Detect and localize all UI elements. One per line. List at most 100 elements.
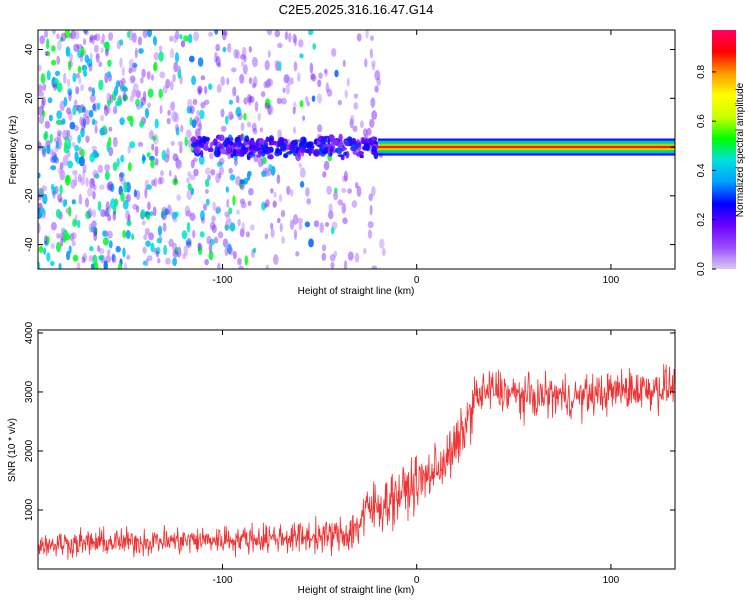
x-tick-label: 100	[603, 275, 620, 286]
spectrogram-noise-blob	[103, 128, 108, 135]
spectrogram-noise-blob	[198, 122, 203, 131]
spectrogram-noise-blob	[94, 44, 99, 53]
spectrogram-noise-blob	[74, 30, 80, 40]
spectrogram-noise-blob	[353, 102, 359, 110]
spectrogram-noise-blob	[143, 234, 148, 241]
spectrogram-noise-blob	[226, 243, 232, 255]
spectrogram-noise-blob	[284, 31, 289, 41]
spectrogram-noise-blob	[212, 201, 217, 211]
spectrogram-noise-blob	[364, 58, 368, 68]
spectrogram-noise-blob	[175, 157, 181, 169]
spectrogram-noise-blob	[88, 109, 94, 118]
spectrogram-noise-blob	[243, 177, 249, 185]
spectrogram-noise-blob	[119, 57, 123, 68]
spectrogram-signal-blob	[290, 140, 297, 147]
spectrogram-noise-blob	[142, 246, 147, 254]
spectrogram-noise-blob	[93, 262, 99, 269]
spectrogram-noise-blob	[175, 126, 180, 136]
spectrogram-noise-blob	[220, 125, 227, 132]
spectrogram-noise-blob	[204, 85, 208, 95]
spectrogram-noise-blob	[108, 126, 113, 132]
spectrogram-noise-blob	[56, 110, 63, 119]
spectrogram-noise-blob	[97, 200, 102, 212]
spectrogram-noise-blob	[106, 182, 111, 191]
spectrogram-noise-blob	[122, 200, 129, 210]
spectrogram-noise-blob	[222, 46, 227, 53]
spectrogram-noise-blob	[172, 257, 178, 267]
spectrogram-noise-blob	[197, 85, 203, 93]
spectrogram-noise-blob	[63, 96, 68, 107]
spectrogram-noise-blob	[82, 163, 87, 174]
snr-y-axis-label: SNR (10 * v/v)	[7, 418, 18, 482]
spectrogram-noise-blob	[68, 60, 72, 71]
spectrogram-noise-blob	[72, 169, 78, 176]
spectrogram-noise-blob	[50, 242, 56, 250]
spectrogram-noise-blob	[349, 118, 354, 129]
spectrogram-noise-blob	[71, 141, 76, 148]
spectrogram-noise-blob	[94, 33, 101, 42]
spectrogram-noise-blob	[43, 247, 47, 255]
spectrogram-noise-blob	[119, 117, 125, 126]
spectrogram-noise-blob	[113, 106, 118, 115]
spectrogram-noise-blob	[171, 211, 178, 220]
spectrogram-noise-blob	[298, 39, 304, 48]
spectrogram-noise-blob	[158, 51, 164, 62]
spectrogram-noise-blob	[51, 155, 58, 162]
spectrogram-noise-blob	[333, 250, 338, 258]
spectrogram-noise-blob	[326, 185, 332, 195]
y-tick-label: 2000	[24, 439, 35, 462]
spectrogram-noise-blob	[64, 174, 71, 186]
y-tick-label: 3000	[24, 380, 35, 403]
spectrogram-noise-blob	[365, 30, 369, 39]
spectrogram-y-ticks: -40 -20 0 20 40	[24, 44, 675, 252]
spectrogram-noise-blob	[56, 40, 62, 51]
spectrogram-noise-blob	[128, 58, 134, 69]
spectrogram-noise-blob	[72, 72, 77, 83]
spectrogram-signal-blob	[232, 148, 237, 157]
spectrogram-signal-blob	[268, 135, 274, 143]
spectrogram-noise-blob	[76, 44, 83, 50]
spectrogram-noise-blob	[240, 122, 245, 131]
spectrogram-noise-blob	[144, 227, 150, 236]
spectrogram-noise-blob	[184, 205, 191, 217]
spectrogram-noise-blob	[247, 200, 252, 207]
spectrogram-noise-blob	[85, 135, 90, 143]
spectrogram-noise-blob	[149, 130, 154, 140]
spectrogram-noise-blob	[278, 61, 282, 72]
spectrogram-noise-blob	[197, 57, 204, 67]
spectrogram-noise-blob	[107, 59, 112, 67]
spectrogram-noise-blob	[200, 216, 206, 224]
spectrogram-noise-blob	[129, 75, 136, 84]
spectrogram-noise-blob	[321, 244, 327, 252]
spectrogram-noise-blob	[264, 102, 270, 110]
spectrogram-noise-blob	[142, 260, 147, 266]
spectrogram-signal-blob	[240, 147, 244, 155]
spectrogram-signal-blob	[329, 152, 333, 156]
spectrogram-noise-blob	[273, 191, 277, 198]
spectrogram-noise-blob	[129, 95, 134, 103]
spectrogram-noise-blob	[337, 199, 343, 206]
spectrogram-noise-blob	[50, 165, 57, 171]
spectrogram-noise-blob	[74, 99, 78, 108]
spectrogram-noise-blob	[186, 241, 192, 248]
colorbar-tick-label: 0.2	[696, 212, 707, 226]
spectrogram-noise-blob	[293, 214, 299, 225]
spectrogram-noise-blob	[165, 78, 171, 89]
colorbar-label: Normalized spectral amplitude	[735, 82, 746, 217]
spectrogram-noise-blob	[215, 172, 221, 184]
spectrogram-noise-blob	[84, 30, 89, 36]
spectrogram-noise-blob	[200, 75, 206, 81]
spectrogram-noise-blob	[153, 61, 158, 72]
spectrogram-noise-blob	[260, 91, 266, 98]
spectrogram-noise-blob	[94, 124, 98, 134]
spectrogram-noise-blob	[38, 142, 42, 150]
spectrogram-noise-blob	[120, 192, 125, 202]
spectrogram-noise-blob	[186, 222, 191, 233]
spectrogram-noise-blob	[68, 111, 73, 121]
spectrogram-noise-blob	[290, 189, 294, 197]
spectrogram-signal-blob	[308, 149, 312, 157]
spectrogram-noise-blob	[279, 222, 283, 233]
spectrogram-noise-blob	[165, 147, 170, 159]
spectrogram-noise-blob	[49, 148, 55, 156]
spectrogram-signal-blob	[346, 136, 353, 143]
